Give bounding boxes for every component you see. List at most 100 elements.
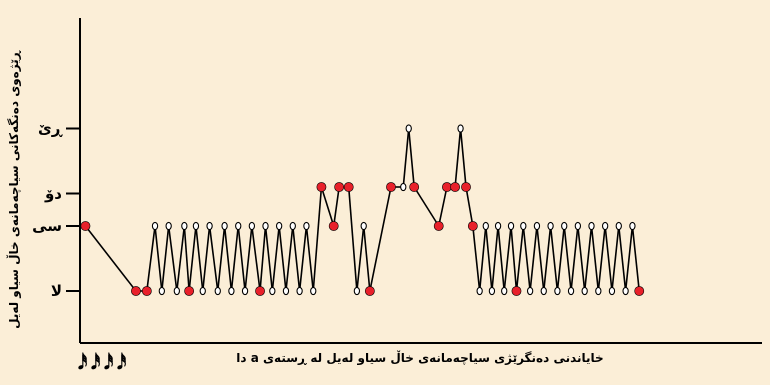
data-point-open	[488, 286, 496, 296]
data-point-open	[482, 221, 489, 231]
data-point-filled	[364, 286, 375, 296]
data-point-filled	[511, 286, 522, 296]
data-point-filled	[442, 182, 452, 192]
data-point-open	[501, 286, 508, 296]
series-segment	[154, 225, 163, 292]
data-point-filled	[634, 286, 645, 296]
data-point-open	[561, 221, 568, 231]
data-point-open	[400, 182, 407, 192]
y-ticks: لا سی دۆ ڕێ	[32, 120, 80, 300]
series-segment	[402, 128, 410, 188]
series-segment	[617, 225, 627, 292]
data-point-open	[151, 221, 159, 231]
data-point-open	[405, 124, 412, 133]
data-point-open	[221, 221, 228, 231]
series-segment	[230, 225, 240, 292]
data-point-open	[507, 221, 515, 231]
y-tick-label: سی	[32, 217, 62, 235]
series-segment	[208, 225, 219, 292]
data-point-filled	[255, 286, 265, 296]
data-point-filled	[461, 182, 471, 192]
series-segment	[611, 225, 620, 292]
data-point-open	[206, 221, 213, 231]
series-segment	[356, 225, 365, 292]
series-segment	[631, 225, 641, 292]
data-point-open	[199, 286, 206, 296]
data-point-filled	[131, 286, 141, 296]
series-segment	[362, 225, 371, 292]
series-segment	[624, 225, 634, 292]
data-point-open	[494, 221, 502, 231]
y-tick-label: ڕێ	[38, 120, 64, 138]
data-point-open	[173, 286, 180, 296]
series-segment	[195, 225, 204, 292]
data-point-filled	[343, 182, 354, 192]
series-segment	[251, 225, 261, 292]
series-segment	[497, 225, 506, 292]
data-point-filled	[184, 286, 195, 296]
data-point-open	[158, 286, 165, 296]
data-point-open	[214, 286, 221, 296]
series-segment	[237, 225, 246, 292]
data-point-open	[520, 221, 527, 231]
series-segment	[437, 186, 448, 227]
series-segment	[201, 225, 211, 292]
series-segment	[542, 225, 552, 292]
series-segment	[298, 225, 308, 292]
series-segment	[291, 225, 301, 292]
data-point-open	[547, 221, 554, 231]
x-axis-note-glyphs: 𝅘𝅥𝅰 𝅘𝅥𝅰 𝅘𝅥𝅰 𝅘𝅥𝅰	[78, 352, 127, 374]
data-point-open	[629, 221, 636, 231]
data-point-filled	[386, 182, 396, 192]
series-segment	[332, 186, 340, 227]
series-segment	[407, 128, 415, 188]
series-segment	[161, 225, 170, 292]
series-segment	[478, 225, 487, 292]
data-point-open	[457, 124, 464, 133]
data-point-open	[303, 221, 310, 231]
y-axis-title: ڕێژەوی دەنگەکانی سیاچەمانەی خاڵ سیاو لەی…	[6, 49, 22, 329]
data-point-open	[533, 221, 541, 231]
note-glyph-icon: 𝅘𝅥𝅰	[78, 352, 88, 374]
data-point-open	[235, 221, 242, 231]
data-point-open	[269, 286, 276, 296]
series-segment	[577, 225, 586, 292]
series-segment	[347, 186, 358, 292]
series-segment	[459, 128, 467, 188]
series-segment	[84, 225, 137, 292]
series-segment	[223, 225, 233, 292]
data-point-open	[310, 286, 317, 296]
series-segment	[264, 225, 274, 292]
data-point-filled	[141, 286, 152, 296]
data-point-open	[526, 286, 534, 296]
series-segment	[146, 225, 156, 292]
x-axis-title: خایاندنی دەنگرێژی سیاچەمانەی خاڵ سیاو لە…	[236, 350, 603, 366]
data-point-open	[228, 286, 235, 296]
data-point-filled	[316, 182, 327, 192]
data-point-open	[360, 221, 367, 231]
series-segment	[510, 225, 518, 292]
series-segment	[465, 186, 474, 227]
data-point-open	[588, 221, 595, 231]
data-point-open	[248, 221, 256, 231]
series-segment	[529, 225, 538, 292]
series-segment	[503, 225, 512, 292]
data-point-filled	[334, 182, 345, 192]
data-point-filled	[450, 182, 460, 192]
data-point-filled	[409, 182, 420, 192]
series-segment	[188, 225, 197, 292]
data-point-filled	[433, 221, 444, 231]
data-point-open	[165, 221, 172, 231]
data-point-open	[296, 286, 303, 296]
data-point-open	[581, 286, 588, 296]
series-segment	[183, 225, 190, 292]
data-point-open	[567, 286, 575, 296]
series-segment	[590, 225, 600, 292]
series-segment	[278, 225, 287, 292]
data-point-open	[275, 221, 283, 231]
data-point-filled	[80, 221, 91, 231]
series-segment	[369, 186, 392, 292]
data-point-open	[241, 286, 249, 296]
